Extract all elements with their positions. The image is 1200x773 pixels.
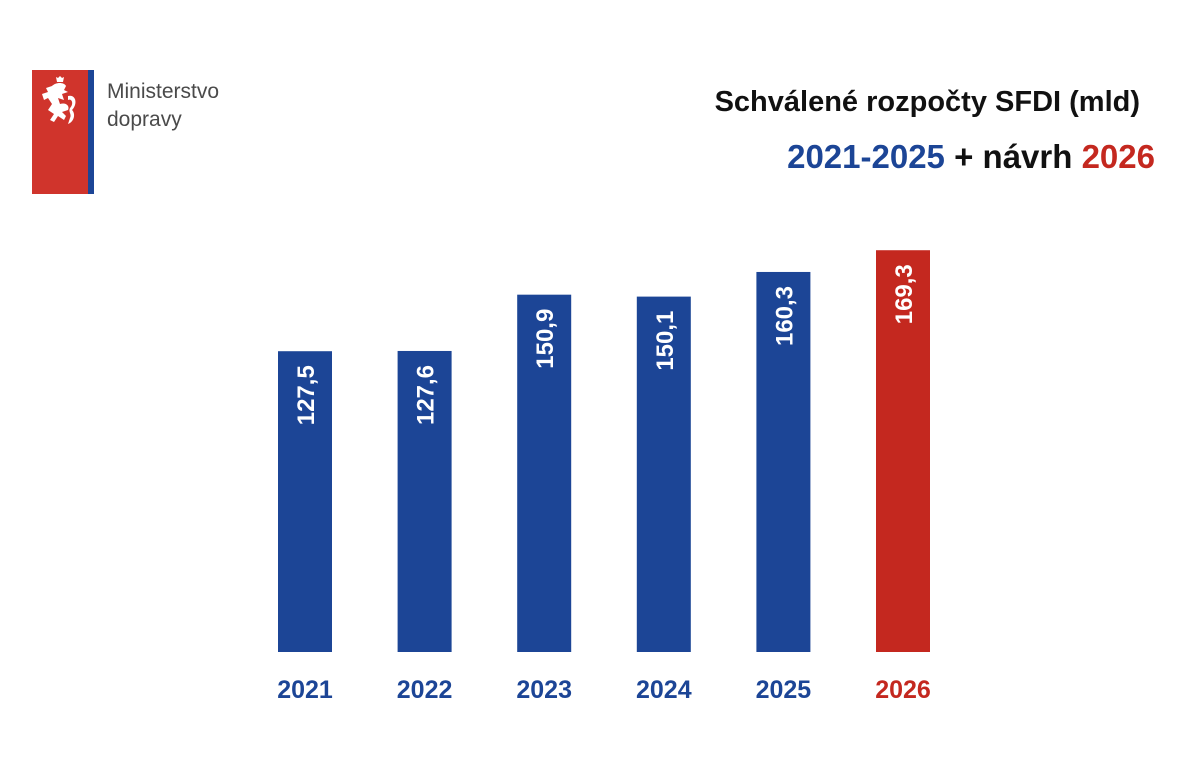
category-label: 2021 [277,676,333,704]
czech-lion-icon [42,76,76,124]
category-label: 2023 [516,676,572,704]
chart-subtitle: 2021-2025 + návrh 2026 [787,138,1155,176]
chart-title: Schválené rozpočty SFDI (mld) [714,86,1140,118]
value-label: 169,3 [891,264,918,324]
bar-2021 [278,351,332,652]
bar-2025 [756,271,811,652]
category-label: 2024 [636,676,692,704]
bar-2026 [876,250,930,653]
value-label: 127,6 [413,365,440,425]
ministry-name: Ministerstvo dopravy [107,78,219,134]
ministry-name-line1: Ministerstvo [107,80,220,103]
category-label: 2026 [875,676,931,704]
bar-2024 [636,296,691,652]
bar-2023 [517,294,572,652]
subtitle-mid: + návrh [954,138,1073,175]
ministry-name-line2: dopravy [107,108,182,131]
value-label: 150,1 [652,311,679,371]
subtitle-range: 2021-2025 [787,138,945,175]
category-label: 2025 [756,676,812,704]
logo-blue-stripe [88,70,94,194]
value-label: 160,3 [771,286,798,346]
value-label: 127,5 [293,365,320,425]
category-label: 2022 [397,676,453,704]
value-label: 150,9 [532,309,559,369]
subtitle-year: 2026 [1081,138,1155,175]
bar-2022 [397,350,452,652]
